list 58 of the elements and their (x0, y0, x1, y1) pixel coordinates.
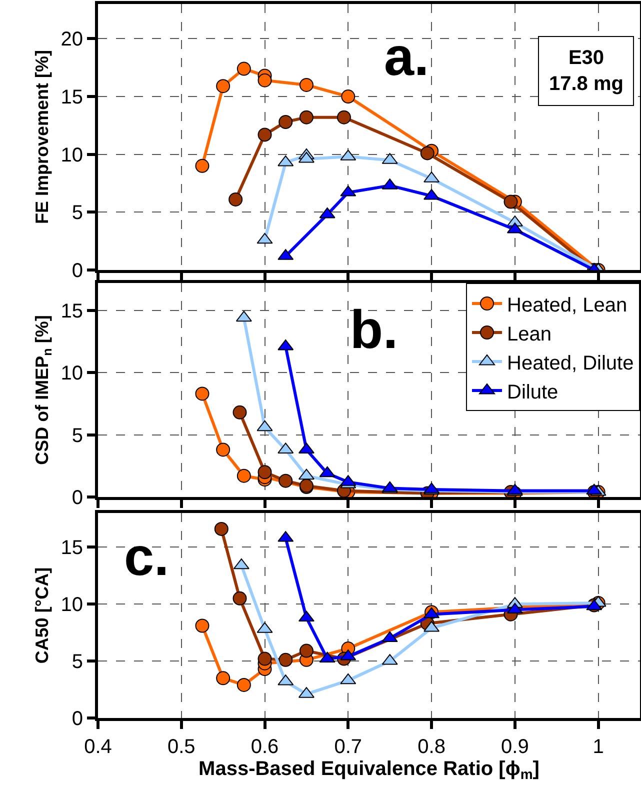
annotation: c. (124, 527, 170, 587)
x-tick-label: 0.8 (418, 736, 446, 758)
x-tick-label: 0.6 (250, 736, 279, 758)
x-tick-label: 0.5 (167, 736, 196, 758)
annotation: b. (350, 300, 398, 360)
x-tick-label: 0.9 (501, 736, 529, 758)
point (278, 652, 293, 667)
y-tick-label: 0 (72, 260, 83, 282)
y-tick-label: 5 (72, 424, 83, 447)
y-tick-label: 15 (60, 300, 83, 322)
point (299, 644, 314, 658)
legend-label: Heated, Dilute (507, 352, 634, 374)
point (236, 468, 251, 483)
x-tick-label: 0.4 (84, 736, 112, 758)
point (420, 146, 434, 160)
annotation: E30 17.8 mg (549, 47, 624, 95)
legend-label: Dilute (507, 381, 558, 404)
y-tick-label: 15 (60, 86, 83, 109)
point (299, 78, 314, 92)
point (341, 90, 356, 104)
y-tick-label: 10 (60, 362, 83, 385)
point (278, 114, 293, 129)
legend-label: Heated, Lean (507, 294, 628, 316)
point (216, 442, 230, 457)
y-axis-title: FE Improvement [%] (32, 50, 52, 224)
point (195, 618, 210, 633)
y-tick-label: 20 (60, 28, 83, 51)
x-axis-title: Mass-Based Equivalence Ratio [ϕ$_{m}$] (198, 758, 540, 782)
point (258, 128, 272, 142)
legend-label: Lean (507, 323, 552, 346)
y-tick-label: 10 (60, 144, 83, 166)
point (258, 652, 272, 666)
y-tick-label: 10 (60, 594, 83, 616)
annotation: a. (384, 27, 430, 87)
y-tick-label: 5 (72, 651, 83, 674)
point (504, 194, 518, 209)
y-axis-title: CA50 [°CA] (32, 567, 52, 664)
y-tick-label: 0 (72, 708, 83, 730)
y-tick-label: 5 (72, 202, 83, 224)
point (232, 591, 247, 606)
point (258, 73, 272, 88)
point (216, 79, 230, 94)
point (228, 192, 243, 206)
point (258, 465, 272, 480)
point (195, 158, 210, 173)
x-tick-label: 1 (592, 736, 604, 758)
point (232, 405, 247, 420)
point (216, 671, 230, 686)
point (214, 522, 228, 536)
point (278, 474, 293, 488)
point (336, 110, 351, 124)
y-tick-label: 15 (60, 537, 83, 560)
point (236, 678, 251, 692)
point (195, 386, 210, 401)
point (236, 62, 251, 76)
point (299, 110, 314, 124)
y-tick-label: 0 (72, 487, 83, 509)
x-tick-label: 0.7 (334, 736, 362, 758)
